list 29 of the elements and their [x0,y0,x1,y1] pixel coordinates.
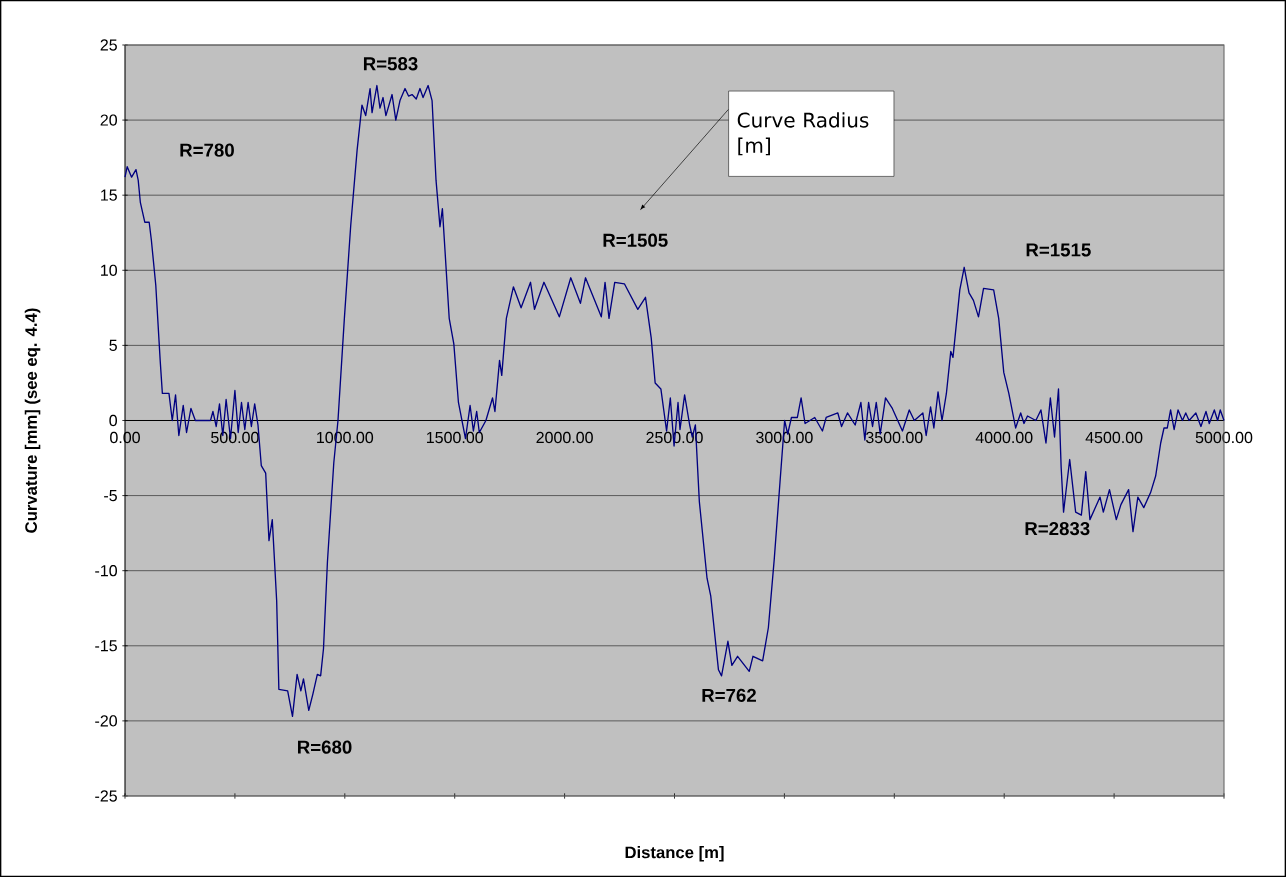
y-tick-label: -10 [95,565,118,577]
annotation: Curve Radius [m] [737,112,869,156]
annotation: R=680 [298,740,352,754]
annotation: R=780 [180,143,234,157]
x-tick-label: 5000.00 [1195,431,1253,444]
x-tick-label: 3500.00 [865,431,923,444]
annotation: R=1505 [603,233,668,247]
x-tick-label: 500.00 [211,431,259,444]
y-axis-title: Curvature [mm] (see eq. 4.4) [24,308,41,533]
x-axis-title: Distance [m] [625,846,724,862]
y-tick-label: -20 [95,715,118,727]
y-tick-label: 5 [109,339,117,351]
annotation: R=583 [363,57,418,71]
y-tick-label: -25 [95,790,117,802]
y-tick-label: -5 [104,490,117,502]
y-tick-label: 0 [109,414,118,427]
x-tick-label: 0.00 [110,431,140,444]
x-tick-label: 1500.00 [427,431,483,444]
annotation: R=1515 [1026,243,1091,257]
y-tick-label: 25 [100,39,117,51]
y-tick-label: -15 [95,640,117,652]
x-tick-label: 4000.00 [975,431,1033,444]
x-tick-label: 4500.00 [1085,431,1143,444]
y-tick-label: 20 [100,114,118,126]
x-tick-label: 2000.00 [536,431,593,444]
y-tick-label: 10 [101,264,118,276]
annotation: R=762 [702,688,756,702]
y-tick-label: 15 [101,189,117,201]
annotation: R=2833 [1025,521,1090,536]
